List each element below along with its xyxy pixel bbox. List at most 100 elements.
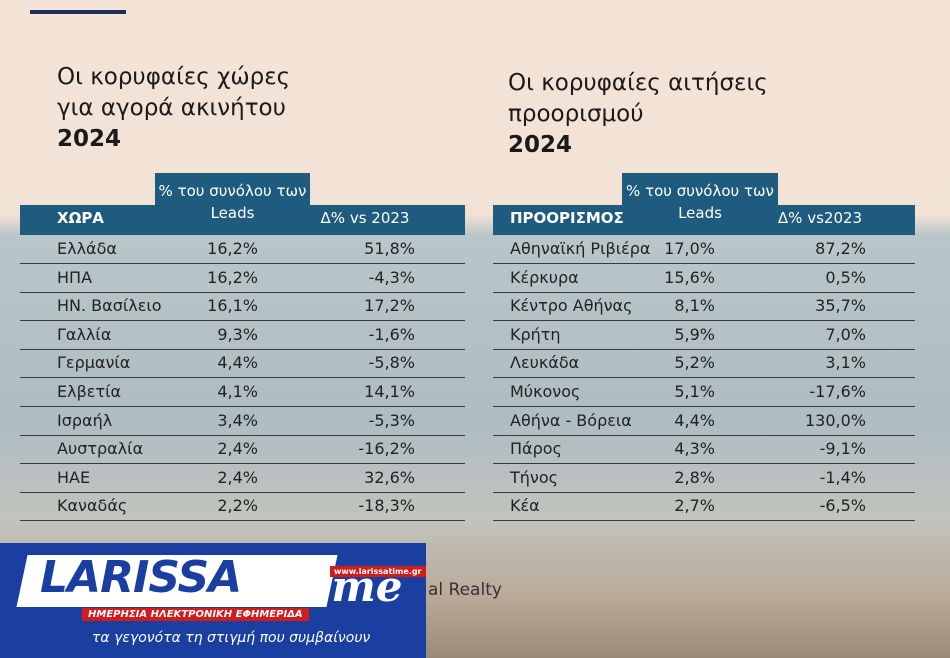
cell: Κέντρο Αθήνας: [510, 296, 633, 316]
header-cell: Δ% vs2023: [777, 209, 863, 227]
cell: Ισραήλ: [57, 410, 113, 430]
cell: ΗΠΑ: [57, 267, 93, 287]
cell: 8,1%: [674, 296, 715, 316]
row-separator: [20, 263, 465, 264]
cell: -5,3%: [368, 410, 415, 430]
header-cell: Δ% vs 2023: [320, 209, 410, 227]
cell: Αθηναϊκή Ριβιέρα: [510, 239, 651, 258]
header-box: [155, 173, 310, 235]
cell: 5,2%: [674, 353, 715, 373]
source-text: al Realty: [428, 580, 502, 600]
header-cell: ΠΡΟΟΡΙΣΜΟΣ: [510, 209, 624, 227]
cell: -9,1%: [819, 439, 866, 459]
row-separator: [20, 491, 465, 493]
cell: 9,3%: [217, 324, 258, 344]
row-separator: [493, 377, 915, 379]
cell: Αθήνα - Βόρεια: [510, 410, 632, 430]
cell: Ελβετία: [57, 382, 122, 401]
row-separator: [493, 491, 915, 493]
logo-slogan: τα γεγονότα τη στιγμή που συμβαίνουν: [92, 630, 371, 646]
cell: 3,1%: [825, 353, 866, 373]
cell: Καναδάς: [57, 496, 128, 516]
cell: 2,4%: [217, 439, 258, 459]
row-separator: [20, 291, 465, 293]
row-separator: [20, 348, 465, 350]
row-separator: [493, 520, 915, 522]
cell: Κέρκυρα: [510, 267, 579, 287]
cell: 3,4%: [217, 410, 258, 430]
table-title: Οι κορυφαίες χώρες: [57, 64, 291, 90]
table-title: για αγορά ακινήτου: [57, 95, 286, 121]
row-separator: [20, 406, 465, 407]
cell: ΗΑΕ: [57, 467, 91, 487]
logo-url: www.larissatime.gr: [330, 566, 426, 577]
cell: 130,0%: [804, 410, 866, 430]
cell: 17,0%: [664, 239, 715, 258]
table-title: προορισμού: [508, 101, 644, 127]
cell: -6,5%: [819, 496, 866, 516]
cell: Ελλάδα: [57, 239, 117, 258]
cell: 2,7%: [674, 496, 715, 516]
row-separator: [493, 348, 915, 350]
row-separator: [493, 263, 915, 264]
cell: 16,2%: [207, 239, 258, 258]
cell: -1,6%: [368, 324, 415, 344]
cell: -4,3%: [368, 267, 415, 287]
logo-name: LARISSA: [40, 552, 242, 603]
cell: Πάρος: [510, 439, 562, 459]
logo-tagline: ΗΜΕΡΗΣΙΑ ΗΛΕΚΤΡΟΝΙΚΗ ΕΦΗΜΕΡΙΔΑ: [82, 608, 309, 621]
cell: Αυστραλία: [57, 439, 144, 459]
cell: 87,2%: [815, 239, 866, 258]
row-separator: [493, 291, 915, 293]
row-separator: [493, 406, 915, 407]
cell: Γαλλία: [57, 324, 112, 344]
cell: 5,1%: [674, 382, 715, 401]
cell: 51,8%: [364, 239, 415, 258]
cell: ΗΝ. Βασίλειο: [57, 296, 162, 316]
cell: 2,8%: [674, 467, 715, 487]
table-title: 2024: [508, 132, 573, 158]
header-cell: ΧΩΡΑ: [57, 209, 104, 227]
cell: 14,1%: [364, 382, 415, 401]
header-cell: % του συνόλου των Leads: [158, 182, 307, 222]
table-title: 2024: [57, 126, 122, 152]
cell: -18,3%: [358, 496, 415, 516]
cell: 7,0%: [825, 324, 866, 344]
header-box: [622, 173, 778, 235]
row-separator: [493, 463, 915, 465]
cell: Τήνος: [510, 467, 559, 487]
accent-bar: [30, 10, 126, 14]
cell: Κρήτη: [510, 324, 561, 344]
cell: -16,2%: [358, 439, 415, 459]
row-separator: [493, 320, 915, 322]
row-separator: [20, 377, 465, 379]
cell: -1,4%: [819, 467, 866, 487]
cell: 16,1%: [207, 296, 258, 316]
cell: 16,2%: [207, 267, 258, 287]
cell: 15,6%: [664, 267, 715, 287]
cell: -17,6%: [809, 382, 866, 401]
cell: 35,7%: [815, 296, 866, 316]
header-cell: % του συνόλου των Leads: [626, 182, 774, 222]
cell: 5,9%: [674, 324, 715, 344]
cell: Κέα: [510, 496, 540, 516]
cell: 4,4%: [217, 353, 258, 373]
cell: 0,5%: [825, 267, 866, 287]
cell: -5,8%: [368, 353, 415, 373]
row-separator: [20, 320, 465, 322]
cell: Λευκάδα: [510, 353, 580, 373]
cell: 2,4%: [217, 467, 258, 487]
cell: Μύκονος: [510, 382, 581, 401]
cell: 32,6%: [364, 467, 415, 487]
cell: 4,4%: [674, 410, 715, 430]
cell: 4,3%: [674, 439, 715, 459]
row-separator: [493, 434, 915, 436]
table-title: Οι κορυφαίες αιτήσεις: [508, 70, 768, 96]
cell: 4,1%: [217, 382, 258, 401]
row-separator: [20, 434, 465, 436]
row-separator: [20, 520, 465, 522]
cell: 2,2%: [217, 496, 258, 516]
cell: 17,2%: [364, 296, 415, 316]
cell: Γερμανία: [57, 353, 131, 373]
